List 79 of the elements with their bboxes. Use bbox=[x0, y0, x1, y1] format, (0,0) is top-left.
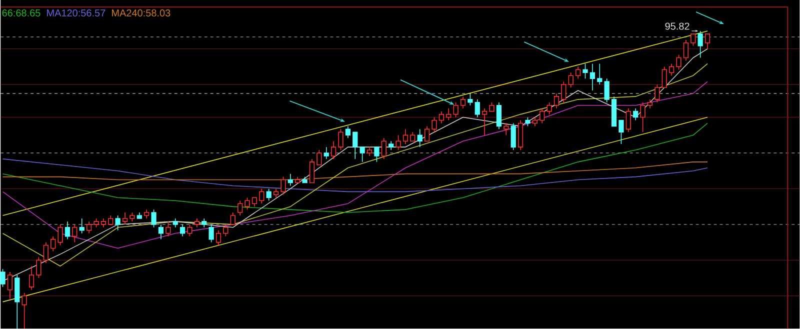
candlestick bbox=[597, 63, 602, 85]
candlestick bbox=[216, 230, 222, 246]
candlestick bbox=[230, 212, 236, 225]
candlestick bbox=[115, 215, 120, 231]
candlestick bbox=[50, 236, 56, 252]
candlestick bbox=[72, 224, 78, 243]
candlestick bbox=[374, 146, 380, 162]
candlestick bbox=[259, 188, 264, 204]
candlestick bbox=[626, 108, 631, 132]
candlestick bbox=[14, 274, 20, 329]
candlestick bbox=[345, 126, 351, 138]
text: 95.82 bbox=[665, 22, 690, 30]
candlestick bbox=[438, 110, 444, 124]
candlestick bbox=[690, 33, 696, 46]
candlestick bbox=[280, 176, 286, 195]
candlestick bbox=[266, 188, 272, 201]
candlestick bbox=[446, 108, 452, 121]
candlestick bbox=[468, 92, 473, 106]
candlestick bbox=[316, 150, 322, 166]
candlestick bbox=[633, 108, 638, 121]
candlestick bbox=[86, 220, 92, 234]
candlestick bbox=[338, 128, 344, 150]
candlestick bbox=[208, 224, 214, 243]
candlestick bbox=[662, 66, 667, 88]
candlestick bbox=[504, 122, 509, 136]
candlestick bbox=[36, 256, 42, 278]
candlestick bbox=[28, 266, 34, 290]
candlestick bbox=[474, 98, 480, 118]
candlestick bbox=[676, 54, 682, 70]
candlestick bbox=[151, 209, 156, 228]
candlestick bbox=[158, 224, 164, 240]
candlestick bbox=[64, 220, 70, 240]
candlestick bbox=[496, 102, 502, 130]
candlestick bbox=[79, 218, 84, 234]
candlestick bbox=[43, 242, 48, 264]
candlestick bbox=[381, 138, 386, 160]
candlestick bbox=[424, 126, 430, 142]
candlestick bbox=[360, 146, 365, 162]
candlestick bbox=[396, 134, 401, 150]
candlestick bbox=[324, 146, 329, 160]
candlestick bbox=[122, 212, 128, 225]
candlestick bbox=[604, 78, 610, 103]
candlestick bbox=[510, 122, 516, 150]
candlestick bbox=[244, 197, 250, 210]
candlestick bbox=[166, 220, 171, 237]
candlestick bbox=[417, 128, 422, 148]
candlestick bbox=[58, 224, 63, 246]
candlestick bbox=[683, 39, 689, 62]
candlestick bbox=[460, 96, 466, 109]
candlestick bbox=[223, 224, 228, 237]
candlestick bbox=[0, 268, 6, 288]
candlestick bbox=[561, 81, 566, 103]
candlestick bbox=[582, 63, 588, 79]
candlestick bbox=[331, 140, 336, 160]
candlestick bbox=[482, 108, 488, 136]
candlestick bbox=[180, 224, 186, 237]
candlestick bbox=[540, 108, 545, 124]
candlestick bbox=[309, 158, 315, 184]
text: MA240:58.03 bbox=[112, 9, 170, 16]
candlestick bbox=[546, 102, 552, 115]
candlestick bbox=[432, 116, 437, 132]
candlestick bbox=[576, 66, 581, 79]
candlestick bbox=[288, 173, 293, 186]
candlestick bbox=[640, 102, 646, 132]
candlestick bbox=[238, 200, 243, 216]
candlestick bbox=[402, 128, 408, 144]
candlestick bbox=[704, 33, 710, 50]
candlestick bbox=[618, 120, 624, 144]
candlestick bbox=[352, 132, 358, 160]
candlestick bbox=[518, 120, 524, 150]
candlestick bbox=[7, 272, 13, 300]
text: 66:68.65 bbox=[2, 9, 40, 16]
candlestick bbox=[669, 63, 674, 76]
text: MA120:56.57 bbox=[47, 9, 106, 16]
candlestick bbox=[568, 72, 574, 88]
candlestick bbox=[187, 224, 192, 237]
candlestick bbox=[554, 92, 560, 109]
candlestick bbox=[654, 84, 660, 103]
candlestick bbox=[590, 63, 596, 91]
